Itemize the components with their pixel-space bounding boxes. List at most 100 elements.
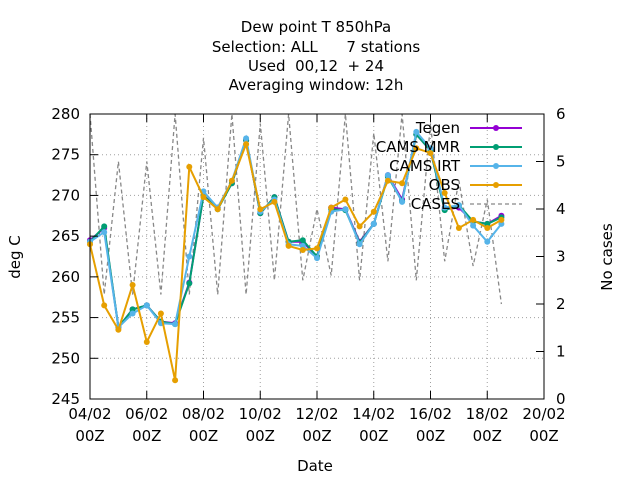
data-point-obs <box>370 208 377 215</box>
y2-tick-label: 4 <box>556 200 566 218</box>
y-tick-label: 280 <box>51 105 80 123</box>
data-point-cams-irt <box>370 220 377 227</box>
data-point-cams-irt <box>129 310 136 317</box>
x-tick-label: 20/02 <box>522 405 565 423</box>
x-tick-label: 10/02 <box>239 405 282 423</box>
legend-marker-cams-mmr <box>493 144 499 150</box>
data-point-obs <box>399 180 406 187</box>
data-point-obs <box>115 326 122 333</box>
data-point-obs <box>356 223 363 230</box>
y-tick-label: 270 <box>51 186 80 204</box>
data-point-cams-irt <box>399 198 406 205</box>
legend-entry-cams-irt: CAMS IRT <box>389 157 522 175</box>
chart-title: Dew point T 850hPa Selection: ALL 7 stat… <box>212 18 420 94</box>
data-point-cams-irt <box>186 253 193 260</box>
y2-tick-label: 1 <box>556 343 566 361</box>
title-line-3: Used 00,12 + 24 <box>248 57 384 75</box>
data-point-cams-mmr <box>484 220 491 227</box>
data-point-obs <box>157 310 164 317</box>
x-tick-label-time: 00Z <box>302 427 331 445</box>
title-line-4: Averaging window: 12h <box>229 76 404 94</box>
data-point-cams-irt <box>101 229 108 236</box>
y-tick-label: 265 <box>51 227 80 245</box>
legend-label-obs: OBS <box>429 176 460 194</box>
x-tick-label-time: 00Z <box>359 427 388 445</box>
x-tick-label-time: 00Z <box>75 427 104 445</box>
ticks: 245 250 255 260 265 270 275 280 0 1 2 3 4 5 6 04/02 00Z 0… <box>51 105 565 445</box>
data-point-obs <box>384 177 391 184</box>
data-point-obs <box>271 198 278 205</box>
data-point-obs <box>186 163 193 170</box>
data-point-obs <box>200 194 207 201</box>
data-point-obs <box>172 377 179 384</box>
y2-tick-label: 6 <box>556 105 566 123</box>
series-line-cases <box>89 113 503 305</box>
x-tick-label-time: 00Z <box>529 427 558 445</box>
title-line-1: Dew point T 850hPa <box>241 18 391 36</box>
legend-entry-tegen: Tegen <box>415 119 522 137</box>
y-tick-label: 250 <box>51 349 80 367</box>
x-tick-label: 16/02 <box>409 405 452 423</box>
data-point-obs <box>455 225 462 231</box>
y2-tick-label: 2 <box>556 295 566 313</box>
data-point-cams-irt <box>172 321 179 328</box>
x-tick-label: 14/02 <box>352 405 395 423</box>
y-axis-label: deg C <box>6 235 24 279</box>
legend-entry-obs: OBS <box>429 176 522 194</box>
x-tick-label: 18/02 <box>466 405 509 423</box>
data-point-cams-irt <box>427 145 434 152</box>
data-point-cams-irt <box>143 302 150 309</box>
x-tick-label-time: 00Z <box>132 427 161 445</box>
data-point-obs <box>243 141 250 148</box>
legend-entry-cases: CASES <box>411 195 522 213</box>
x-tick-label-time: 00Z <box>189 427 218 445</box>
data-point-cams-irt <box>441 204 448 211</box>
series-line-obs <box>89 140 502 381</box>
x-tick-label: 08/02 <box>182 405 225 423</box>
title-line-2: Selection: ALL 7 stations <box>212 38 420 56</box>
data-point-obs <box>143 339 150 345</box>
x-tick-label: 06/02 <box>125 405 168 423</box>
series-layer <box>87 113 505 384</box>
legend-label-cams-irt: CAMS IRT <box>389 157 461 175</box>
data-point-obs <box>101 302 108 309</box>
data-point-obs <box>342 196 349 203</box>
data-point-obs <box>299 247 306 253</box>
series-cases <box>89 113 503 305</box>
x-tick-label-time: 00Z <box>416 427 445 445</box>
data-point-cams-irt <box>484 238 491 245</box>
data-point-cams-irt <box>342 206 349 213</box>
y2-tick-label: 3 <box>556 248 566 266</box>
data-point-obs <box>214 206 221 213</box>
data-point-cams-irt <box>243 135 250 142</box>
data-point-obs <box>413 145 420 152</box>
data-point-cams-irt <box>455 202 462 209</box>
data-point-obs <box>328 204 335 211</box>
data-point-cams-mmr <box>186 280 193 287</box>
data-point-obs <box>441 190 448 196</box>
y-tick-label: 275 <box>51 146 80 164</box>
data-point-cams-irt <box>314 255 320 262</box>
data-point-cams-irt <box>384 172 391 179</box>
data-point-obs <box>427 150 434 157</box>
legend-entry-cams-mmr: CAMS MMR <box>376 138 522 156</box>
data-point-obs <box>257 206 264 213</box>
y2-tick-label: 0 <box>556 390 566 408</box>
data-point-obs <box>498 216 505 223</box>
y2-axis-label: No cases <box>598 223 616 291</box>
data-point-obs <box>484 225 491 231</box>
y-tick-label: 260 <box>51 268 80 286</box>
x-axis-label: Date <box>297 457 333 475</box>
legend-marker-obs <box>493 182 499 188</box>
data-point-cams-irt <box>413 128 420 135</box>
y-tick-label: 245 <box>51 390 80 408</box>
x-tick-label: 04/02 <box>68 405 111 423</box>
legend-label-cases: CASES <box>411 195 460 213</box>
data-point-cams-irt <box>470 222 477 229</box>
data-point-obs <box>314 245 320 252</box>
data-point-cams-mmr <box>129 306 136 313</box>
y2-tick-label: 5 <box>556 153 566 171</box>
series-obs <box>87 140 505 384</box>
